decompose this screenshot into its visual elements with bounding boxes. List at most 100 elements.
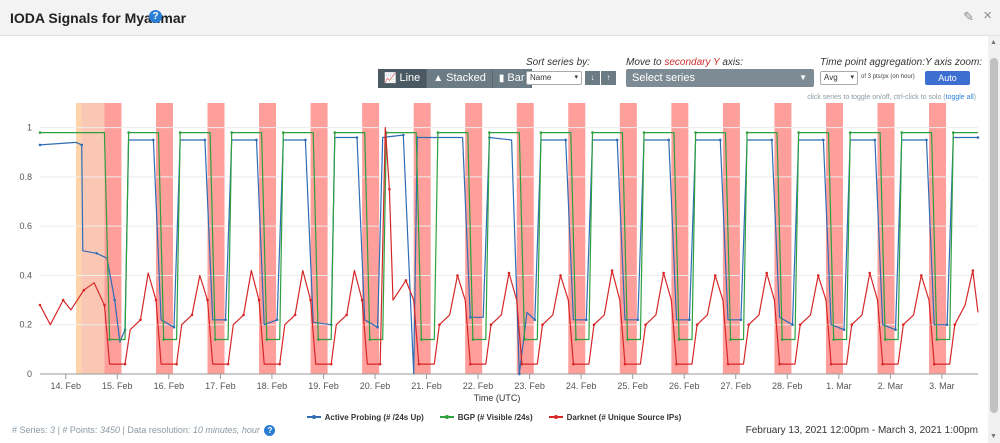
scroll-up-icon[interactable]: ▲: [990, 39, 997, 46]
sort-ascending-button[interactable]: ↓: [585, 71, 600, 85]
resolution-value: 10 minutes, hour: [192, 425, 260, 435]
series-point: [953, 323, 957, 327]
y-tick-label: 0.6: [19, 221, 32, 231]
series-point: [80, 143, 84, 147]
series-point: [623, 362, 627, 366]
series-point: [317, 338, 320, 341]
series-point: [420, 338, 423, 341]
sort-select-value: Name: [530, 73, 552, 82]
scrollbar-thumb[interactable]: [990, 58, 998, 413]
x-tick-label: 19. Feb: [308, 381, 339, 391]
series-point: [539, 131, 543, 134]
series-point: [242, 313, 245, 317]
vertical-scrollbar[interactable]: ▲ ▼: [988, 36, 1000, 443]
series-point: [832, 338, 835, 341]
series-point: [667, 138, 671, 142]
series-point: [881, 362, 884, 366]
legend-item[interactable]: BGP (# Visible /24s): [439, 410, 533, 424]
series-point: [154, 298, 158, 302]
series-point: [935, 338, 939, 341]
aggregation-select-value: Avg: [824, 73, 838, 82]
legend-swatch: [548, 415, 563, 419]
secondary-axis-label: Move to secondary Y axis:: [626, 57, 743, 68]
bar-chart-button[interactable]: ▮ Bar: [492, 69, 532, 88]
series-point: [469, 316, 472, 319]
bar-chart-icon: ▮: [498, 73, 505, 84]
series-point: [304, 138, 307, 142]
resolution-label: | Data resolution:: [122, 425, 191, 435]
series-point: [489, 323, 493, 327]
x-tick-label: 27. Feb: [721, 381, 752, 391]
series-point: [945, 323, 949, 327]
series-point: [95, 251, 98, 255]
series-point: [816, 274, 820, 277]
stacked-chart-button[interactable]: ▲ Stacked: [427, 69, 493, 88]
series-point: [520, 362, 524, 366]
legend-swatch: [439, 415, 454, 419]
aggregation-select[interactable]: Avg ▾: [820, 71, 858, 85]
series-point: [113, 298, 117, 302]
series-point: [976, 136, 980, 139]
toggle-all-link[interactable]: toggle all: [945, 94, 974, 101]
series-point: [797, 131, 800, 134]
series-point: [469, 362, 472, 366]
series-point: [206, 298, 209, 302]
series-point: [644, 323, 647, 327]
series-point: [626, 338, 629, 341]
series-point: [436, 131, 440, 134]
help-icon[interactable]: ?: [149, 10, 162, 23]
series-point: [585, 318, 588, 322]
series-point: [726, 362, 730, 366]
series-point: [745, 131, 749, 134]
series-point: [224, 318, 227, 322]
line-chart-button[interactable]: 📈 Line: [378, 69, 428, 88]
edit-icon[interactable]: ✎: [963, 9, 974, 24]
sort-select[interactable]: Name ▾: [526, 71, 582, 85]
series-point: [255, 138, 258, 142]
x-tick-label: 18. Feb: [257, 381, 288, 391]
series-point: [123, 362, 127, 366]
secondary-axis-select[interactable]: Select series ▼: [626, 69, 814, 87]
series-point: [139, 318, 142, 322]
series-point: [713, 274, 717, 277]
secondary-axis-placeholder: Select series: [632, 72, 695, 84]
x-tick-label: 24. Feb: [566, 381, 597, 391]
points-count-label: | # Points:: [57, 425, 98, 435]
legend-item[interactable]: Darknet (# Unique Source IPs): [548, 410, 681, 424]
x-tick-label: 22. Feb: [463, 381, 494, 391]
chevron-down-icon: ▾: [574, 74, 578, 81]
area-chart-icon: ▲: [433, 73, 444, 84]
series-point: [572, 362, 575, 366]
chart-legend: Active Probing (# /24s Up) BGP (# Visible…: [0, 410, 988, 424]
help-icon[interactable]: ?: [264, 425, 276, 437]
series-point: [108, 338, 111, 341]
series-point: [694, 131, 697, 134]
scroll-down-icon[interactable]: ▼: [990, 433, 997, 440]
toggle-hint: click series to toggle on/off, ctrl-clic…: [807, 94, 976, 101]
y-zoom-auto-button[interactable]: Auto: [925, 71, 970, 85]
stacked-chart-label: Stacked: [446, 72, 486, 84]
legend-marker: [553, 415, 558, 419]
y-tick-label: 0.8: [19, 172, 32, 182]
series-point: [368, 338, 372, 341]
series-point: [591, 131, 594, 134]
series-point: [275, 318, 279, 322]
series-line: [40, 132, 978, 341]
series-point: [636, 318, 640, 322]
series-point: [293, 313, 297, 317]
x-tick-label: 28. Feb: [772, 381, 803, 391]
series-point: [203, 138, 207, 142]
aggregation-note: of 3 pts/px (on hour): [861, 74, 915, 80]
close-icon[interactable]: ×: [983, 7, 992, 24]
series-point: [951, 131, 955, 134]
legend-item[interactable]: Active Probing (# /24s Up): [306, 410, 424, 424]
y-tick-label: 0.2: [19, 320, 32, 330]
sort-label: Sort series by:: [526, 57, 590, 68]
outage-band: [516, 103, 534, 374]
series-point: [345, 313, 348, 317]
series-point: [152, 138, 155, 142]
series-point: [677, 338, 681, 341]
sort-descending-button[interactable]: ↑: [601, 71, 616, 85]
points-count: 3450: [99, 425, 120, 435]
panel-header: IODA Signals for Myanmar ? ✎ ×: [0, 0, 1000, 36]
